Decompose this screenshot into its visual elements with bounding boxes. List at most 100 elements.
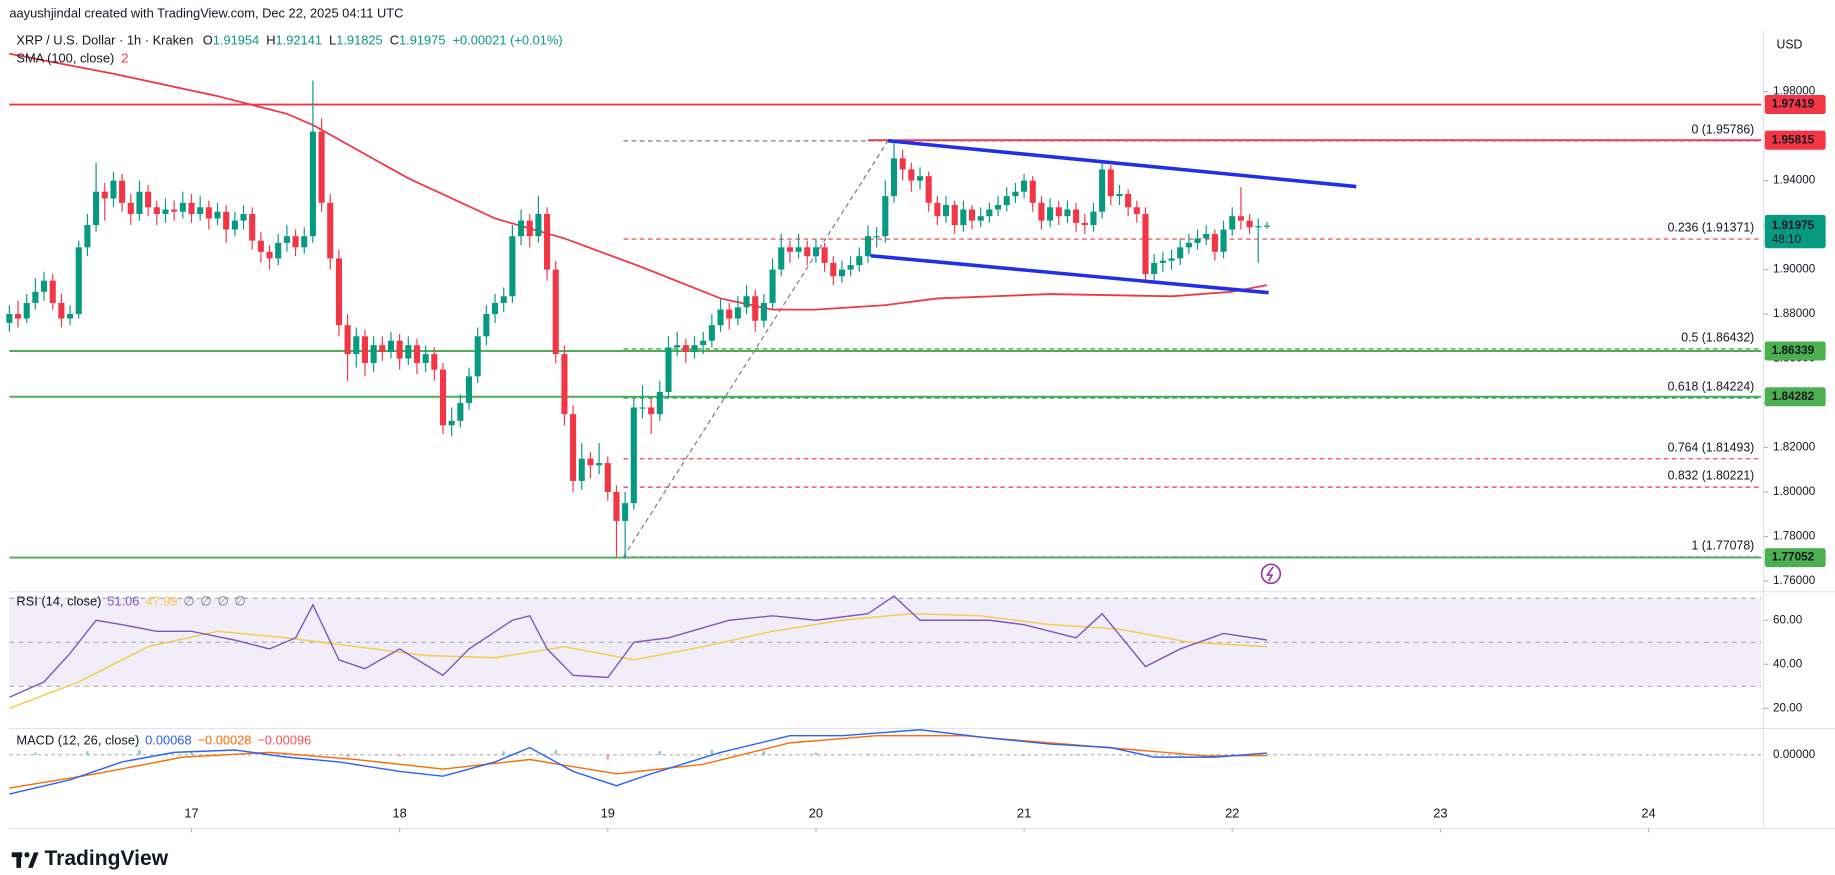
candle-body <box>899 158 906 170</box>
candle-body <box>665 347 672 392</box>
candle-body <box>301 236 308 248</box>
fib-label: 0.764 (1.81493) <box>1668 440 1755 454</box>
rsi-value: ∅ <box>235 594 246 609</box>
macd-histogram <box>1231 753 1234 755</box>
y-tick-label: 1.88000 <box>1773 306 1816 320</box>
candle-body <box>587 458 594 466</box>
candle-body <box>622 503 629 521</box>
rsi-value: ∅ <box>183 594 194 609</box>
candle-body <box>41 280 48 292</box>
fib-trend <box>622 140 889 558</box>
candle-body <box>1194 238 1201 243</box>
candle-body <box>760 302 767 321</box>
y-tick-label: 20.00 <box>1773 700 1803 714</box>
candle-body <box>864 236 872 257</box>
ohlc-value: 1.91825 <box>336 33 382 48</box>
currency: USD <box>1776 37 1802 51</box>
macd-legend: MACD (12, 26, close) 0.00068 −0.00028 −0.00… <box>16 733 311 748</box>
macd-histogram <box>190 751 193 755</box>
candle-body <box>500 296 507 303</box>
ohlc-value: 1.91954 <box>213 33 259 48</box>
candle-body <box>570 414 577 481</box>
y-tick-label: 1.80000 <box>1773 484 1816 498</box>
candle-body <box>353 336 360 355</box>
candle-body <box>223 211 230 230</box>
countdown: 48:10 <box>1772 232 1802 246</box>
candle-body <box>335 258 342 326</box>
candle-body <box>197 207 204 214</box>
candle-body <box>830 262 837 277</box>
candle-body <box>6 314 13 323</box>
candle-body <box>509 236 516 297</box>
macd-histogram <box>1074 754 1078 756</box>
candle-body <box>795 247 802 252</box>
candle-body <box>318 131 325 203</box>
candle-body <box>648 407 655 415</box>
candle-body <box>1151 262 1158 275</box>
candle-body <box>786 247 793 252</box>
macd-histogram <box>34 752 37 755</box>
candle-body <box>1229 216 1236 230</box>
rsi-value: ∅ <box>200 594 211 609</box>
macd-histogram <box>554 750 557 755</box>
y-tick-label: 1.76000 <box>1773 573 1816 587</box>
candle-body <box>916 176 924 181</box>
candle-body <box>110 180 117 199</box>
candle-body <box>743 296 750 308</box>
candle-body <box>847 265 854 270</box>
candle-body <box>812 247 819 257</box>
candle-body <box>1237 216 1244 221</box>
candle-body <box>1211 233 1218 252</box>
candle-body <box>266 251 273 259</box>
fib-label: 0 (1.95786) <box>1691 122 1754 136</box>
candle-body <box>1012 191 1019 197</box>
macd-histogram <box>398 754 401 757</box>
candle-body <box>370 345 377 363</box>
ohlc-label: O <box>203 33 213 48</box>
candle-body <box>838 269 845 277</box>
x-tick-label: 18 <box>392 806 406 821</box>
price-label: 1.95815 <box>1772 132 1815 146</box>
candle-body <box>960 209 967 226</box>
candle-body <box>439 369 447 426</box>
macd-histogram <box>866 753 870 755</box>
macd-line <box>9 729 1267 795</box>
sma-badge: 2 <box>121 51 128 66</box>
candle-body <box>413 345 421 363</box>
candle-body <box>275 242 282 259</box>
credit: aayushjindal created with TradingView.co… <box>9 6 403 21</box>
candle-body <box>23 302 30 319</box>
candle-body <box>804 247 811 257</box>
candle-body <box>1107 169 1114 197</box>
candle-body <box>561 354 568 415</box>
candle-body <box>153 207 160 214</box>
alert-icon[interactable] <box>1260 563 1282 585</box>
trend-line <box>870 253 1269 295</box>
macd-histogram <box>918 754 922 755</box>
ohlc-value: 1.91975 <box>399 33 445 48</box>
candle-body <box>1021 180 1028 192</box>
y-tick-label: 1.98000 <box>1773 84 1816 98</box>
candle-body <box>58 302 65 319</box>
candle-body <box>283 236 290 243</box>
candle-body <box>1185 242 1192 248</box>
fib-label: 0.832 (1.80221) <box>1668 469 1755 483</box>
candle-body <box>1064 209 1071 217</box>
candle-body <box>231 220 238 230</box>
candle-body <box>205 207 212 219</box>
candle-body <box>119 180 126 203</box>
candle-body <box>578 458 585 481</box>
candle-body <box>856 256 863 266</box>
sma-line <box>9 52 1268 311</box>
candle-body <box>327 202 334 259</box>
change: +0.00021 (+0.01%) <box>453 33 563 48</box>
candle-body <box>431 354 438 370</box>
candle-body <box>474 336 481 377</box>
candle-body <box>951 205 958 226</box>
candle-body <box>552 269 559 355</box>
candle-body <box>969 209 976 221</box>
candle-body <box>179 202 186 212</box>
y-tick-label: 1.94000 <box>1773 173 1816 187</box>
rsi-line <box>9 595 1268 698</box>
